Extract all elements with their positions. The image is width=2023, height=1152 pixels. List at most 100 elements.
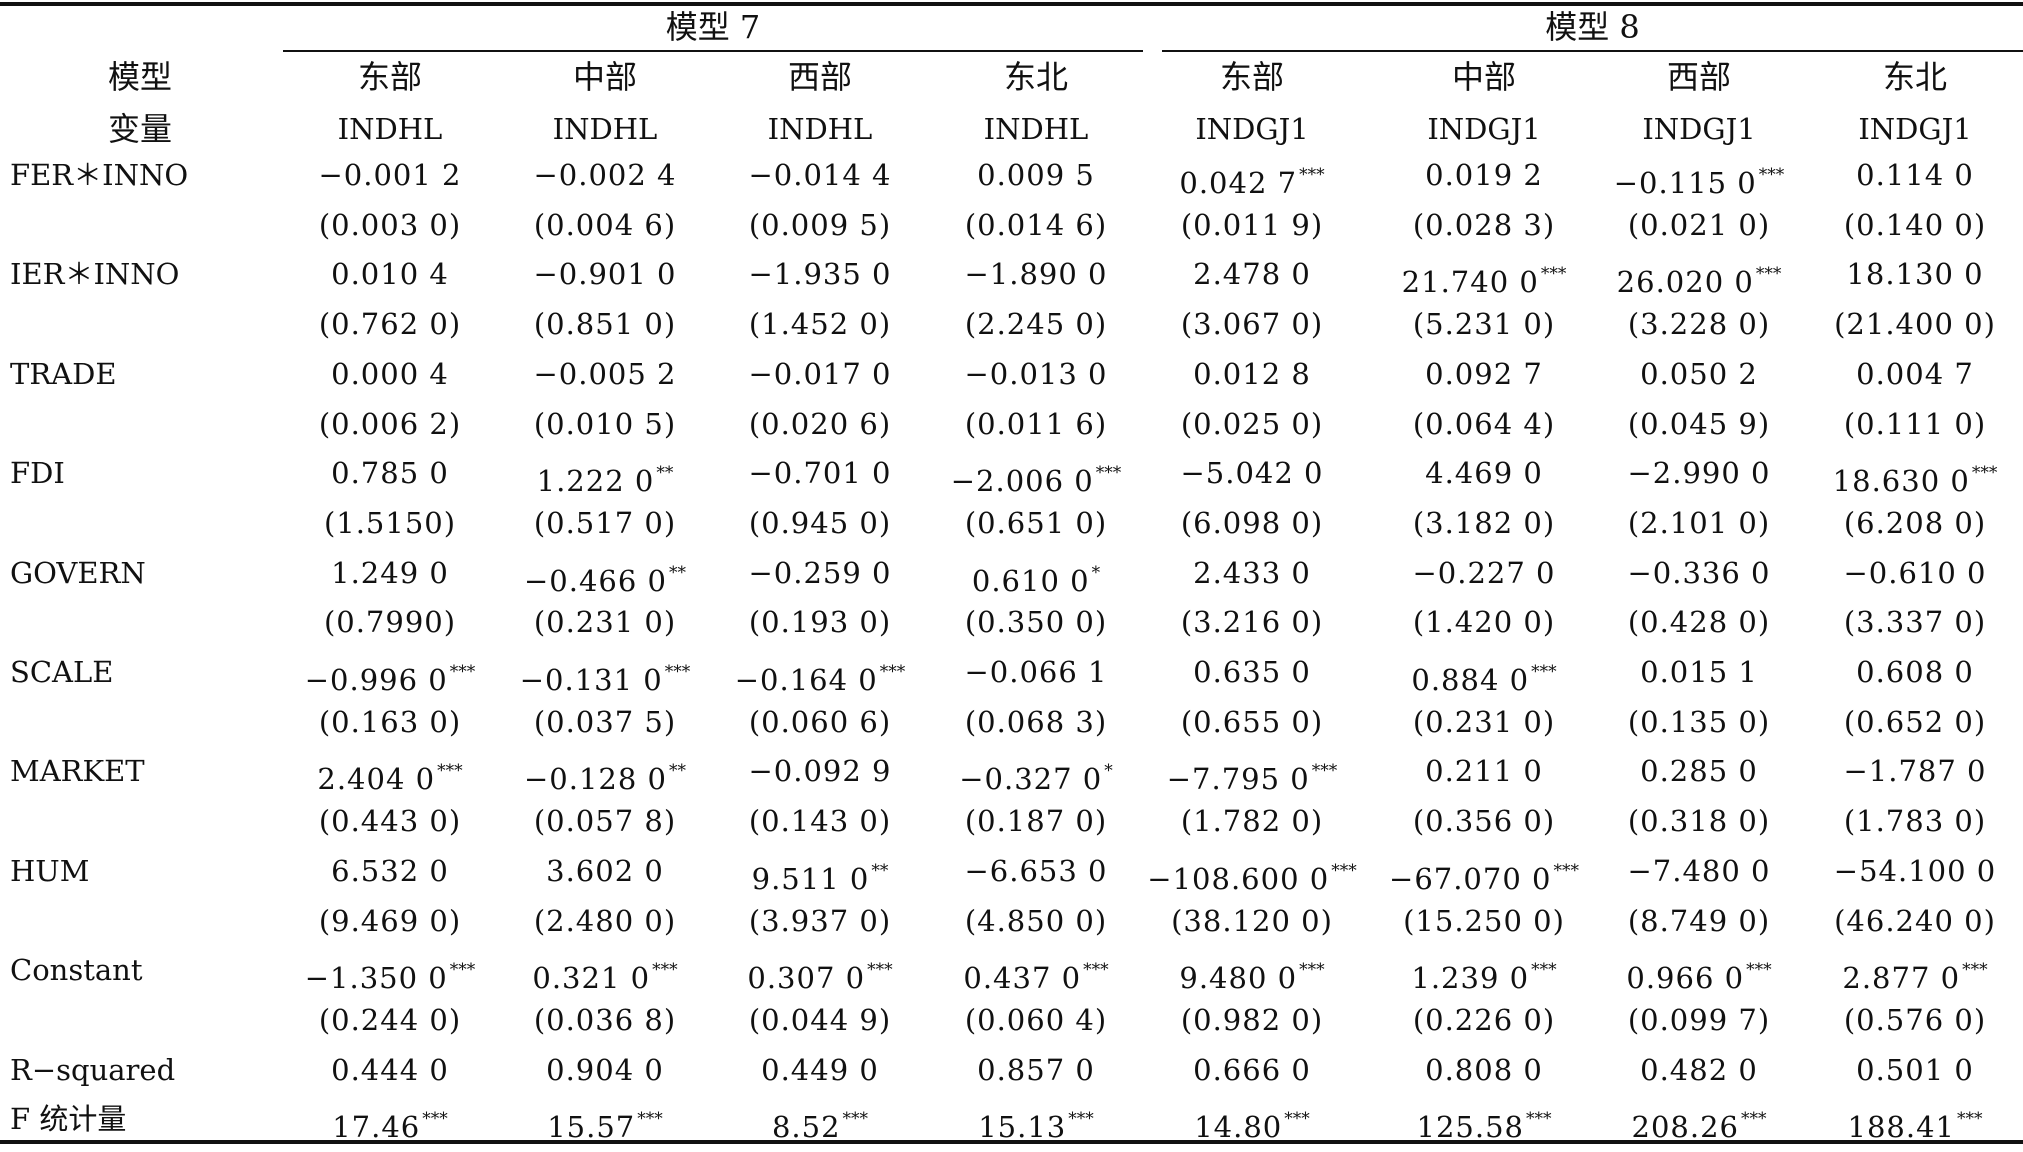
cell-value: (0.045 9) [1627,407,1771,441]
cell-value: (1.783 0) [1843,804,1987,838]
cell-value: 0.012 8 [1193,357,1311,391]
cell-value: (0.044 9) [748,1003,892,1037]
cell-value: 188.41 [1847,1110,1955,1144]
coefficient-cell: 2.877 0 *** [1810,945,2020,995]
cell-value: (0.443 0) [318,804,462,838]
coefficient-cell: −7.795 0 *** [1147,746,1357,796]
cell-value: 17.46 [332,1110,421,1144]
cell-value: (0.010 5) [533,407,677,441]
coefficient-cell: 0.004 7 [1810,349,2020,399]
row-label: R−squared [10,1053,176,1087]
column-header-dependent-variable: INDGJ1 [1642,112,1756,146]
cell-value: −1.350 0 [304,961,448,995]
standard-error-cell: (0.231 0) [500,597,710,647]
cell-value: 4.469 0 [1425,456,1543,490]
cell-value: (0.009 5) [748,208,892,242]
stub-header-variable: 变量 [107,110,172,148]
cell-value: −7.480 0 [1627,854,1771,888]
cell-value: (0.187 0) [964,804,1108,838]
cell-value: 0.482 0 [1640,1053,1758,1087]
significance-stars: *** [449,662,476,682]
standard-error-cell: (0.060 6) [715,697,925,747]
coefficient-cell: −0.996 0 *** [285,647,495,697]
significance-stars: *** [1299,960,1325,980]
coefficient-cell: 1.249 0 [285,548,495,598]
cell-value: 2.478 0 [1193,257,1311,291]
significance-stars: *** [1746,960,1772,980]
cell-value: −5.042 0 [1180,456,1324,490]
coefficient-cell: 6.532 0 [285,846,495,896]
standard-error-cell: (0.428 0) [1594,597,1804,647]
cell-value: 2.433 0 [1193,556,1311,590]
coefficient-cell: 0.114 0 [1810,150,2020,200]
cell-value: −0.336 0 [1627,556,1771,590]
cell-value: (1.5150) [323,506,457,540]
cell-value: (1.782 0) [1180,804,1324,838]
cell-value: (0.651 0) [964,506,1108,540]
significance-stars: *** [449,960,476,980]
coefficient-cell: −0.336 0 [1594,548,1804,598]
table-top-rule [0,2,2023,6]
cell-value: (2.480 0) [533,904,677,938]
cell-value: 0.114 0 [1856,158,1974,192]
standard-error-cell: (0.576 0) [1810,995,2020,1045]
cell-value: (0.057 8) [533,804,677,838]
cell-value: (0.143 0) [748,804,892,838]
standard-error-cell: (0.014 6) [931,200,1141,250]
standard-error-cell: (8.749 0) [1594,896,1804,946]
cell-value: (1.452 0) [748,307,892,341]
standard-error-cell: (0.517 0) [500,498,710,548]
coefficient-cell: −0.610 0 [1810,548,2020,598]
significance-stars: *** [867,960,893,980]
standard-error-cell: (1.783 0) [1810,796,2020,846]
coefficient-cell: 0.884 0 *** [1379,647,1589,697]
coefficient-cell: 0.042 7 *** [1147,150,1357,200]
cell-value: (3.228 0) [1627,307,1771,341]
cell-value: (6.098 0) [1180,506,1324,540]
cell-value: −0.259 0 [748,556,892,590]
standard-error-cell: (0.045 9) [1594,399,1804,449]
standard-error-cell: (0.651 0) [931,498,1141,548]
coefficient-cell: −0.131 0 *** [500,647,710,697]
cell-value: 0.884 0 [1411,663,1530,697]
standard-error-cell: (38.120 0) [1147,896,1357,946]
significance-stars: *** [1553,861,1579,881]
standard-error-cell: (0.068 3) [931,697,1141,747]
model8-group-rule [1162,50,2023,52]
cell-value: 0.285 0 [1640,754,1758,788]
coefficient-cell: 0.966 0 *** [1594,945,1804,995]
cell-value: (0.111 0) [1843,407,1987,441]
significance-stars: ** [656,463,674,483]
standard-error-cell: (1.420 0) [1379,597,1589,647]
coefficient-cell: 0.904 0 [500,1045,710,1095]
column-header-dependent-variable: INDGJ1 [1427,112,1541,146]
standard-error-cell: (0.111 0) [1810,399,2020,449]
column-header-region: 东北 [1882,58,1947,96]
standard-error-cell: (3.228 0) [1594,299,1804,349]
cell-value: 2.877 0 [1842,961,1961,995]
coefficient-cell: −0.259 0 [715,548,925,598]
significance-stars: *** [1531,662,1557,682]
stub-header-model: 模型 [107,58,172,96]
cell-value: (0.226 0) [1412,1003,1556,1037]
cell-value: −0.066 1 [964,655,1108,689]
cell-value: −0.227 0 [1412,556,1556,590]
cell-value: (38.120 0) [1171,904,1333,938]
standard-error-cell: (2.245 0) [931,299,1141,349]
coefficient-cell: −0.092 9 [715,746,925,796]
table-bottom-rule [0,1140,2023,1144]
standard-error-cell: (0.318 0) [1594,796,1804,846]
cell-value: 21.740 0 [1401,265,1539,299]
coefficient-cell: −0.013 0 [931,349,1141,399]
significance-stars: *** [1095,463,1122,483]
cell-value: 125.58 [1416,1110,1524,1144]
cell-value: 0.092 7 [1425,357,1543,391]
standard-error-cell: (1.452 0) [715,299,925,349]
cell-value: (0.231 0) [1412,705,1556,739]
cell-value: (0.851 0) [533,307,677,341]
standard-error-cell: (0.036 8) [500,995,710,1045]
standard-error-cell: (0.350 0) [931,597,1141,647]
cell-value: 18.130 0 [1846,257,1984,291]
standard-error-cell: (0.011 9) [1147,200,1357,250]
coefficient-cell: −54.100 0 [1810,846,2020,896]
